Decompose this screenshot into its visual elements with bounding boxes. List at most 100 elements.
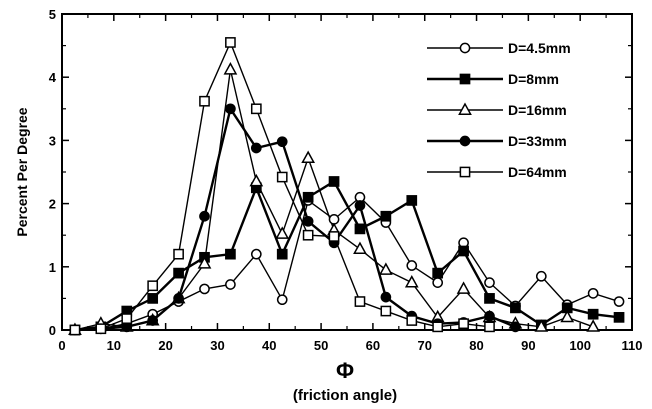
data-point <box>276 171 288 183</box>
data-point <box>354 296 366 307</box>
legend-marker <box>458 102 472 115</box>
legend-label: D=64mm <box>508 164 567 180</box>
data-point <box>535 270 547 282</box>
data-point <box>249 173 264 187</box>
data-point <box>560 309 575 323</box>
data-point <box>406 195 418 206</box>
data-point <box>121 313 133 324</box>
data-point <box>406 260 418 271</box>
data-point <box>199 210 210 222</box>
x-tick-label: 80 <box>469 338 483 353</box>
data-point <box>225 103 236 115</box>
data-point <box>250 142 262 154</box>
x-axis-title: Φ <box>336 358 354 383</box>
data-point <box>276 248 288 260</box>
data-point <box>586 319 601 332</box>
legend-marker <box>459 73 471 85</box>
legend-marker <box>459 135 471 147</box>
data-point <box>380 291 392 303</box>
data-point <box>147 315 159 326</box>
data-point <box>328 231 340 242</box>
x-tick-label: 110 <box>622 338 643 353</box>
data-point <box>173 267 184 279</box>
data-point <box>587 287 599 299</box>
data-point <box>587 308 599 320</box>
data-point <box>484 277 495 288</box>
series-line-1 <box>74 179 620 332</box>
data-point <box>147 293 159 304</box>
data-point <box>432 277 444 288</box>
y-tick-label: 0 <box>49 323 56 338</box>
x-tick-label: 30 <box>210 338 224 353</box>
data-point <box>225 279 236 290</box>
data-point <box>484 310 495 322</box>
data-point <box>404 275 419 288</box>
data-point <box>250 248 262 260</box>
y-tick-label: 2 <box>49 197 56 212</box>
data-point <box>510 321 521 333</box>
data-point <box>199 95 210 107</box>
data-point <box>173 293 184 304</box>
data-point <box>456 281 471 294</box>
y-tick-label: 3 <box>49 133 56 148</box>
y-tick-label: 4 <box>49 70 57 85</box>
data-point <box>250 103 262 115</box>
x-tick-label: 100 <box>569 338 591 353</box>
data-point <box>353 241 367 255</box>
data-point <box>458 318 469 330</box>
x-tick-label: 10 <box>107 338 121 353</box>
data-point <box>276 136 288 148</box>
x-tick-label: 40 <box>262 338 276 353</box>
series-line-0 <box>74 196 620 331</box>
data-point <box>458 245 469 257</box>
data-point <box>275 226 290 239</box>
data-point <box>302 215 314 227</box>
data-point <box>223 62 238 75</box>
data-point <box>199 283 210 295</box>
data-point <box>432 267 444 279</box>
y-tick-label: 5 <box>49 7 56 22</box>
data-point <box>432 321 444 333</box>
x-tick-label: 50 <box>314 338 328 353</box>
data-point <box>302 229 314 241</box>
data-point <box>406 315 418 326</box>
data-point <box>69 324 81 336</box>
x-tick-label: 0 <box>58 338 65 353</box>
y-axis-title: Percent Per Degree <box>14 107 30 236</box>
data-point <box>613 312 625 323</box>
y-tick-labels: 0 1 2 3 4 5 <box>49 7 57 338</box>
legend-label: D=4.5mm <box>508 40 571 56</box>
data-point <box>380 210 392 222</box>
legend-marker <box>459 42 471 54</box>
data-point <box>380 305 392 317</box>
data-point <box>484 321 495 333</box>
data-point <box>197 256 212 269</box>
legend-label: D=33mm <box>508 133 567 149</box>
data-point <box>225 37 236 48</box>
x-tick-label: 90 <box>521 338 535 353</box>
x-axis-subtitle: (friction angle) <box>293 387 397 404</box>
data-point <box>276 294 288 306</box>
legend-label: D=8mm <box>508 71 559 87</box>
data-point <box>378 262 393 275</box>
x-tick-label: 20 <box>158 338 172 353</box>
data-point <box>510 302 521 314</box>
data-point <box>534 319 549 332</box>
x-tick-label: 60 <box>366 338 380 353</box>
legend-label: D=16mm <box>508 102 567 118</box>
data-point <box>225 248 236 260</box>
data-point <box>354 223 366 235</box>
axis-ticks <box>61 13 633 331</box>
data-point <box>302 191 314 203</box>
data-point <box>613 296 625 307</box>
data-point <box>95 323 107 335</box>
data-point <box>328 176 340 187</box>
y-tick-label: 1 <box>49 260 56 275</box>
data-point <box>354 200 366 211</box>
data-point <box>173 248 184 260</box>
x-tick-label: 70 <box>417 338 431 353</box>
data-point <box>301 150 316 164</box>
data-point <box>484 293 495 304</box>
legend-marker <box>459 166 471 178</box>
